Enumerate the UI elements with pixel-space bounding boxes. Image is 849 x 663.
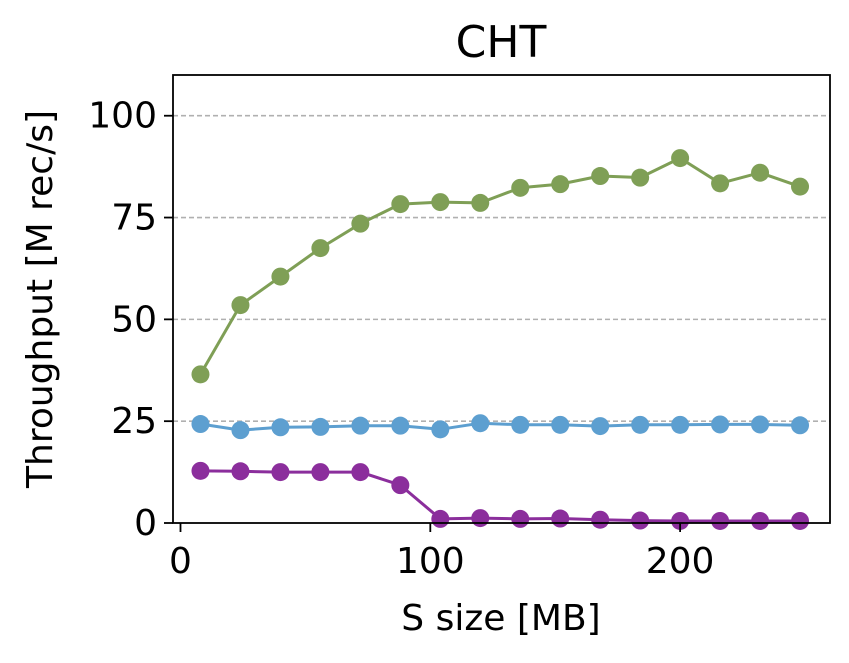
data-point — [551, 175, 570, 194]
data-point — [311, 417, 330, 436]
chart-title: CHT — [456, 17, 547, 68]
data-point — [471, 509, 490, 528]
series-line — [200, 469, 800, 523]
data-point — [591, 417, 610, 436]
grid-layer — [173, 114, 830, 422]
data-point — [231, 421, 250, 440]
data-point — [351, 416, 370, 435]
data-point — [751, 415, 770, 434]
data-point — [551, 509, 570, 528]
y-tick-label: 0 — [134, 503, 157, 544]
y-axis-label: Throughput [M rec/s] — [20, 110, 61, 489]
data-point — [711, 415, 730, 434]
data-point — [391, 476, 410, 495]
data-point — [631, 511, 650, 530]
tick-layer: 0 25 50 75 100 0 100 200 — [88, 96, 714, 582]
x-axis-label: S size [MB] — [401, 598, 600, 639]
data-point — [311, 463, 330, 482]
y-tick-label: 75 — [111, 198, 157, 239]
data-point — [471, 193, 490, 212]
data-point — [671, 149, 690, 168]
data-point — [351, 463, 370, 482]
y-tick-label: 50 — [111, 299, 157, 340]
data-point — [791, 416, 810, 435]
data-point — [671, 415, 690, 434]
data-point — [191, 415, 210, 434]
x-tick-label: 100 — [396, 541, 465, 582]
data-point — [431, 509, 450, 528]
data-point — [791, 511, 810, 530]
data-point — [711, 174, 730, 193]
data-point — [551, 415, 570, 434]
data-point — [191, 365, 210, 384]
data-point — [591, 167, 610, 186]
data-point — [671, 511, 690, 530]
data-point — [791, 177, 810, 196]
data-point — [631, 415, 650, 434]
data-point — [431, 193, 450, 212]
series-line — [199, 156, 801, 376]
series-layer — [191, 149, 810, 530]
y-tick-label: 100 — [88, 96, 157, 137]
data-point — [231, 462, 250, 481]
y-tick-label: 25 — [111, 401, 157, 442]
data-point — [711, 511, 730, 530]
data-point — [631, 168, 650, 187]
data-point — [231, 296, 250, 315]
data-point — [511, 415, 530, 434]
data-point — [591, 510, 610, 529]
data-point — [391, 416, 410, 435]
data-point — [271, 267, 290, 286]
series-3 — [191, 461, 810, 530]
series-line — [200, 421, 801, 432]
plot-frame — [172, 74, 831, 524]
series-2 — [191, 414, 810, 440]
data-point — [471, 414, 490, 433]
data-point — [751, 163, 770, 182]
data-point — [751, 511, 770, 530]
data-point — [191, 461, 210, 480]
series-1 — [191, 149, 810, 384]
x-tick-label: 200 — [646, 541, 715, 582]
data-point — [431, 420, 450, 439]
data-point — [511, 509, 530, 528]
x-tick-label: 0 — [169, 541, 192, 582]
data-point — [511, 178, 530, 197]
data-point — [351, 214, 370, 233]
data-point — [271, 463, 290, 482]
data-point — [391, 195, 410, 214]
data-point — [311, 239, 330, 258]
data-point — [271, 418, 290, 437]
